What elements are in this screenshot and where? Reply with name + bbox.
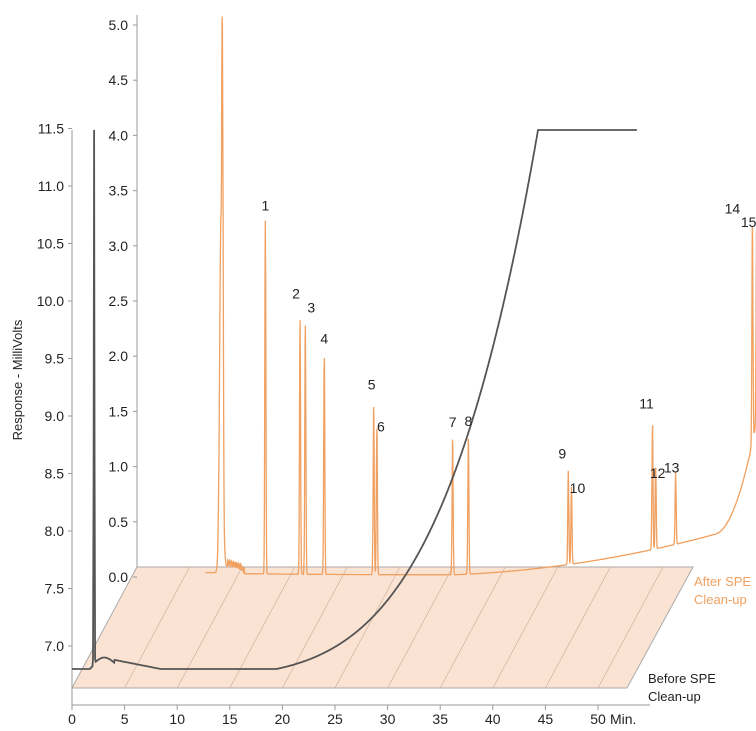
- after-y-tick-label: 1.5: [109, 403, 129, 419]
- before-y-tick-label: 9.0: [45, 408, 65, 424]
- x-ticks: 0 5 10 15 20 25 30 35 40 45 50: [68, 705, 606, 727]
- peak-label: 6: [377, 419, 385, 435]
- x-tick-label: 10: [169, 711, 185, 727]
- peak-label: 10: [570, 480, 586, 496]
- x-tick-label: 20: [275, 711, 291, 727]
- after-trace: [205, 16, 756, 576]
- before-y-tick-label: 10.5: [37, 236, 64, 252]
- after-y-tick-label: 3.0: [109, 238, 129, 254]
- x-tick-label: 5: [121, 711, 129, 727]
- before-y-tick-label: 7.5: [45, 581, 65, 597]
- after-y-tick-label: 1.0: [109, 459, 129, 475]
- after-series-label-line1: After SPE: [694, 574, 751, 589]
- floor-grid-line: [334, 566, 401, 689]
- peak-label: 8: [464, 413, 472, 429]
- x-tick-label: 40: [485, 711, 501, 727]
- peak-label: 2: [292, 285, 300, 301]
- floor-grid-line: [176, 566, 243, 689]
- floor-grid-line: [229, 566, 296, 689]
- after-y-tick-label: 2.0: [109, 348, 129, 364]
- x-tick-label: 30: [380, 711, 396, 727]
- floor-grid-line: [492, 566, 559, 689]
- after-y-tick-label: 2.5: [109, 293, 129, 309]
- before-series-label-line1: Before SPE: [648, 671, 716, 686]
- floor-grid-line: [282, 566, 348, 689]
- peak-labels: 12345678910111213141516: [261, 198, 756, 496]
- peak-label: 1: [261, 198, 269, 214]
- peak-label: 12: [650, 465, 666, 481]
- before-trace: [72, 129, 637, 670]
- after-series-label-line2: Clean-up: [694, 592, 747, 607]
- floor-grid-line: [597, 566, 664, 689]
- x-tick-label: 0: [68, 711, 76, 727]
- before-series-label-line2: Clean-up: [648, 689, 701, 704]
- floor-grid: [124, 566, 664, 689]
- after-y-tick-label: 5.0: [109, 17, 129, 33]
- x-tick-label: 15: [222, 711, 238, 727]
- before-y-tick-label: 8.0: [45, 523, 65, 539]
- peak-label: 15: [741, 214, 756, 230]
- peak-label: 7: [449, 414, 457, 430]
- peak-label: 3: [307, 299, 315, 315]
- floor-grid-line: [439, 566, 506, 689]
- x-tick-label: 50: [590, 711, 606, 727]
- before-y-tick-label: 9.5: [45, 351, 65, 367]
- before-y-tick-label: 7.0: [45, 638, 65, 654]
- floor-grid-line: [545, 566, 611, 689]
- peak-label: 13: [664, 460, 680, 476]
- after-y-tick-label: 0.0: [109, 569, 129, 585]
- after-y-tick-label: 0.5: [109, 514, 129, 530]
- after-y-ticks: 5.0 4.5 4.0 3.5 3.0 2.5 2.0 1.5 1.0 0.5 0.0: [109, 17, 137, 585]
- before-y-tick-label: 11.5: [38, 121, 64, 137]
- peak-label: 14: [725, 200, 741, 216]
- after-y-tick-label: 4.5: [109, 72, 129, 88]
- floor-grid-line: [124, 566, 190, 689]
- peak-label: 5: [368, 377, 376, 393]
- after-y-tick-label: 4.0: [109, 127, 129, 143]
- floor-grid-line: [387, 566, 453, 689]
- peak-label: 11: [639, 396, 654, 412]
- x-tick-label: 45: [538, 711, 554, 727]
- before-y-tick-label: 11.0: [38, 178, 64, 194]
- x-unit: Min.: [610, 711, 636, 727]
- before-y-tick-label: 8.5: [45, 466, 65, 482]
- x-tick-label: 25: [327, 711, 343, 727]
- x-tick-label: 35: [432, 711, 448, 727]
- before-y-tick-label: 10.0: [37, 293, 64, 309]
- y-axis-title: Response - MilliVolts: [10, 319, 25, 440]
- peak-label: 4: [320, 331, 328, 347]
- before-y-ticks: 11.5 11.0 10.5 10.0 9.5 9.0 8.5 8.0 7.5 7.0: [37, 121, 72, 654]
- peak-label: 9: [558, 446, 566, 462]
- after-y-tick-label: 3.5: [109, 183, 129, 199]
